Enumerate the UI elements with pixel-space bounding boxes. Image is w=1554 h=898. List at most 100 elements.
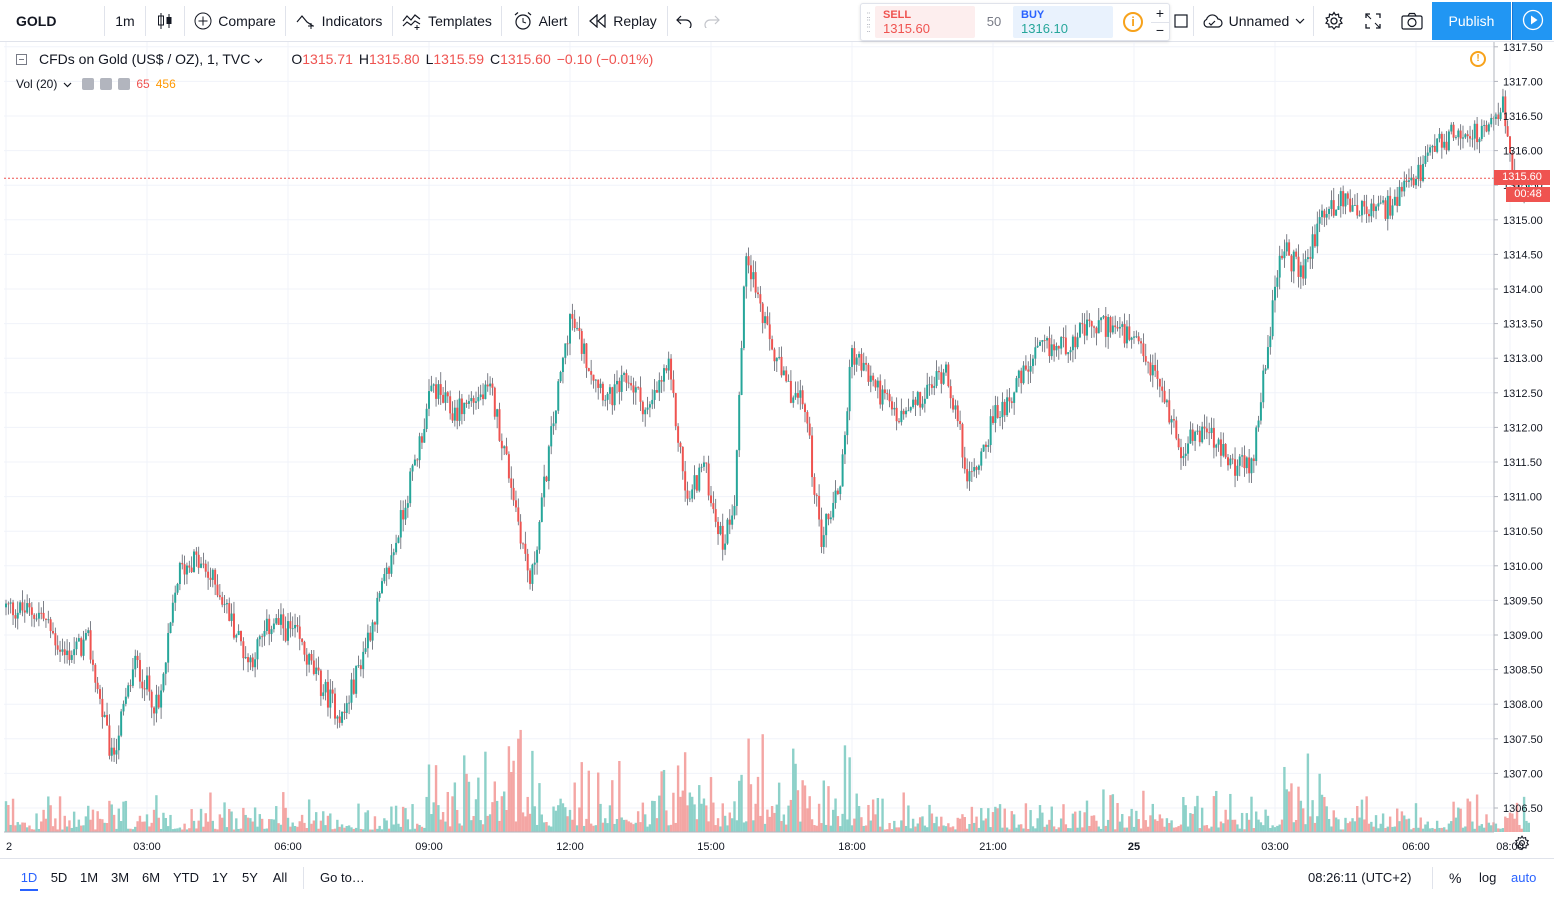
volume-bar (770, 805, 774, 832)
volume-bar (1435, 820, 1439, 832)
volume-bar (1358, 817, 1361, 832)
compare-button[interactable]: Compare (185, 0, 285, 42)
candle-body (1473, 123, 1476, 139)
close-icon[interactable] (118, 78, 131, 90)
candle-body (399, 510, 402, 538)
volume-bar (246, 817, 250, 832)
replay-button[interactable]: Replay (579, 0, 667, 42)
alert-button[interactable]: Alert (502, 0, 578, 42)
candle-body (815, 494, 818, 496)
snapshot-button[interactable] (1393, 0, 1431, 42)
range-button-all[interactable]: All (272, 870, 288, 885)
log-scale-toggle[interactable]: log (1479, 870, 1497, 885)
candle-body (773, 349, 776, 362)
range-button-5y[interactable]: 5Y (242, 870, 258, 885)
volume-bar (310, 823, 313, 832)
timezone-clock[interactable]: 08:26:11 (UTC+2) (1308, 870, 1412, 885)
range-button-6m[interactable]: 6M (141, 870, 161, 885)
series-title[interactable]: CFDs on Gold (US$ / OZ), 1, TVC (39, 51, 251, 67)
volume-bar (907, 805, 910, 832)
collapse-legend-button[interactable] (16, 53, 27, 65)
volume-bar (582, 825, 586, 832)
redo-button[interactable] (700, 0, 724, 42)
range-button-ytd[interactable]: YTD (173, 870, 199, 885)
volume-bar (430, 814, 433, 832)
chevron-down-icon[interactable] (254, 51, 263, 67)
symbol-search-button[interactable]: GOLD (0, 0, 104, 42)
volume-bar (1198, 828, 1201, 832)
volume-bar (867, 804, 870, 832)
candle-body (1024, 365, 1027, 370)
candle-body (1292, 251, 1295, 272)
time-axis[interactable]: 2 03:00 06:00 09:00 12:00 15:00 18:00 21:00 25 03… (6, 841, 1524, 853)
settings-button[interactable] (1315, 0, 1353, 42)
volume-bar (472, 816, 475, 832)
volume-bar (152, 809, 156, 832)
volume-bar (1144, 820, 1147, 832)
go-to-date-button[interactable]: Go to… (320, 870, 365, 885)
candle-body (444, 392, 447, 403)
quantity-decrease-button[interactable]: − (1151, 22, 1169, 39)
buy-button[interactable]: BUY 1316.10 (1013, 6, 1113, 38)
candle-body (251, 657, 254, 668)
warning-icon[interactable]: ! (1470, 51, 1486, 67)
quantity-input[interactable]: 50 (986, 14, 1002, 29)
templates-button[interactable]: Templates (393, 0, 501, 42)
candle-body (284, 628, 287, 641)
interval-button[interactable]: 1m (105, 0, 145, 42)
candle-body (9, 602, 12, 604)
volume-bar (1186, 826, 1190, 832)
indicators-button[interactable]: Indicators (286, 0, 392, 42)
volume-bar (176, 828, 179, 832)
chart-settings-button[interactable] (1494, 832, 1550, 856)
volume-bar (387, 828, 391, 832)
volume-bar (364, 812, 367, 832)
range-button-1m[interactable]: 1M (79, 870, 99, 885)
range-button-1y[interactable]: 1Y (212, 870, 228, 885)
info-icon[interactable]: i (1123, 12, 1143, 32)
candle-body (1022, 365, 1025, 384)
candle-body (1337, 206, 1340, 210)
candle-body (914, 399, 917, 405)
stream-button[interactable] (1512, 2, 1552, 40)
price-chart[interactable]: 1317.501317.001316.501316.001315.501315.… (0, 42, 1554, 856)
volume-bar (56, 829, 59, 832)
quantity-increase-button[interactable]: + (1155, 5, 1165, 21)
time-tick-label: 25 (1128, 841, 1140, 853)
range-button-5d[interactable]: 5D (50, 870, 68, 885)
fullscreen-button[interactable] (1355, 0, 1391, 42)
publish-button[interactable]: Publish (1432, 2, 1511, 40)
range-button-1d[interactable]: 1D (18, 859, 40, 897)
settings-small-icon[interactable] (100, 78, 113, 90)
candle-body (59, 649, 62, 652)
candle-body (207, 571, 210, 578)
volume-bar (820, 823, 823, 832)
candle-body (984, 444, 987, 447)
candle-body (822, 535, 825, 547)
candle-body (1389, 195, 1392, 216)
volume-bar (552, 806, 555, 832)
save-layout-button[interactable]: Unnamed (1194, 0, 1312, 42)
chart-style-button[interactable] (146, 0, 184, 42)
range-button-3m[interactable]: 3M (110, 870, 130, 885)
volume-bar (1012, 814, 1016, 832)
percent-scale-toggle[interactable]: % (1449, 870, 1462, 886)
chevron-down-icon[interactable] (63, 77, 72, 91)
volume-label[interactable]: Vol (20) (16, 77, 58, 91)
volume-bar (557, 805, 560, 832)
volume-bar (886, 829, 889, 832)
volume-bar (1379, 823, 1382, 832)
volume-bar (1236, 824, 1239, 832)
volume-bar (1482, 827, 1486, 832)
candle-body (1180, 447, 1182, 459)
price-axis[interactable]: 1317.501317.001316.501316.001315.501315.… (1494, 42, 1543, 815)
undo-button[interactable] (672, 0, 696, 42)
candle-body (420, 436, 423, 443)
layout-button[interactable] (1170, 0, 1192, 42)
ohlc-open-value: 1315.71 (302, 51, 353, 67)
sell-button[interactable]: SELL 1315.60 (875, 6, 975, 38)
auto-scale-toggle[interactable]: auto (1511, 870, 1537, 885)
eye-icon[interactable] (82, 78, 95, 90)
price-tick-label: 1316.00 (1503, 146, 1543, 158)
drag-handle-icon[interactable]: :::::: (866, 10, 871, 35)
